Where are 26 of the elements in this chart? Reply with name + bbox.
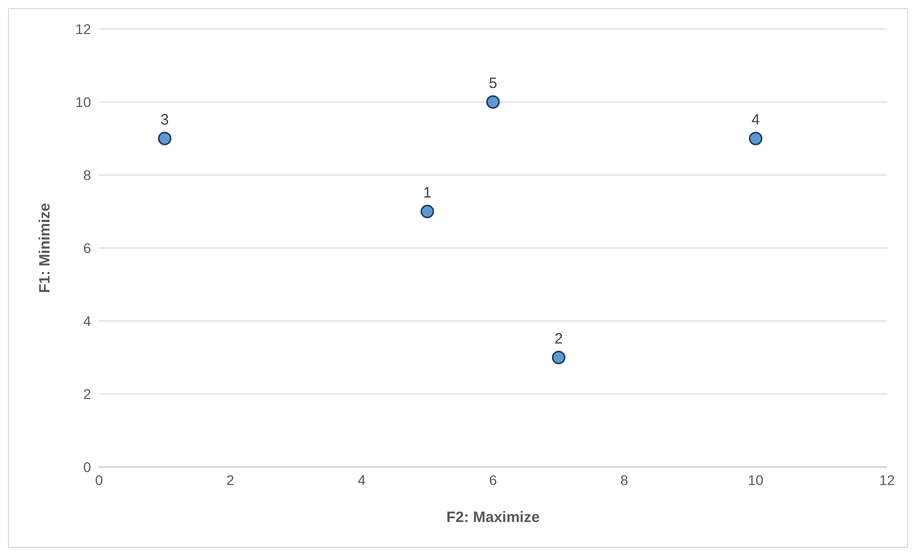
point <box>486 95 500 109</box>
annotation: 4 <box>751 112 760 128</box>
annotation: 3 <box>160 112 169 128</box>
point <box>158 132 172 146</box>
x-tick-label: 6 <box>489 472 498 488</box>
x-tick-label: 10 <box>748 472 764 488</box>
y-tick-label: 8 <box>83 166 92 183</box>
x-tick-label: 2 <box>226 472 234 488</box>
point <box>748 132 762 146</box>
y-tick-label: 12 <box>75 20 92 37</box>
annotation: 2 <box>554 330 563 348</box>
point <box>552 350 566 364</box>
y-tick-label: 0 <box>83 458 92 475</box>
annotation: 1 <box>423 184 432 202</box>
y-axis-title: F1: Minimize <box>36 202 54 294</box>
x-axis-title: F2: Maximize <box>446 509 540 526</box>
point <box>420 204 434 218</box>
annotation: 5 <box>488 75 498 92</box>
y-tick-label: 10 <box>75 94 92 110</box>
x-tick-label: 8 <box>620 472 628 488</box>
y-tick-label: 2 <box>83 386 92 402</box>
y-tick-label: 6 <box>83 240 92 256</box>
y-tick-label: 4 <box>83 312 92 329</box>
x-tick-label: 12 <box>879 472 895 488</box>
x-tick-label: 4 <box>358 472 366 488</box>
x-tick-label: 0 <box>95 472 104 488</box>
